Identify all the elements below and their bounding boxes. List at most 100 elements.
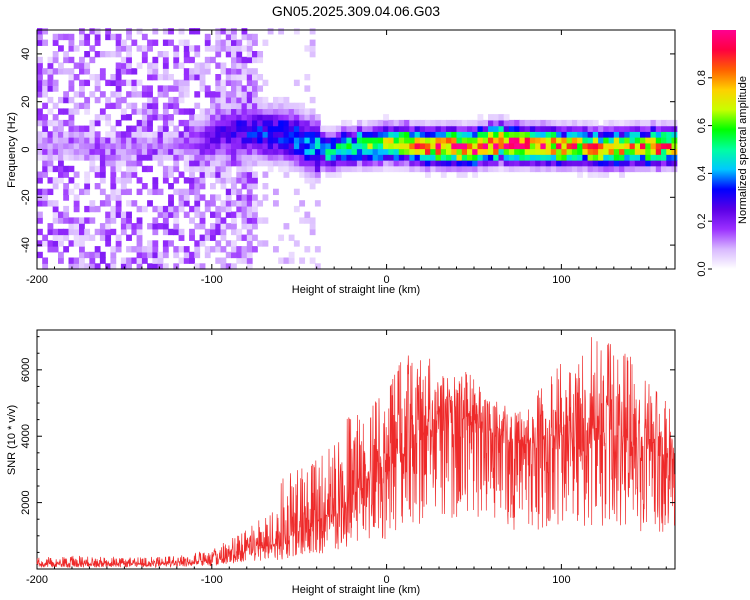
spectrogram-cell [624, 154, 631, 161]
spectrogram-cell [126, 137, 132, 144]
spectrogram-cell [367, 137, 374, 144]
spectrogram-cell [120, 257, 127, 264]
spectrogram-cell [231, 154, 237, 161]
spectrogram-cell [671, 125, 678, 132]
spectrogram-cell [236, 211, 243, 218]
spectrogram-cell [231, 114, 237, 121]
spectrogram-cell [414, 119, 421, 127]
spectrogram-cell [488, 119, 494, 127]
spectrogram-cell [577, 154, 583, 161]
spectrogram-cell [231, 28, 237, 35]
spectrogram-cell [640, 131, 646, 138]
spectrogram-cell [257, 74, 264, 81]
spectrogram-cell [136, 125, 143, 132]
spectrogram-cell [68, 177, 75, 184]
spectrogram-cell [126, 68, 132, 75]
spectrogram-cell [645, 148, 652, 155]
spectrogram-cell [414, 154, 421, 161]
spectrogram-cell [613, 142, 620, 150]
spectrogram-cell [199, 154, 206, 161]
spectrogram-cell [194, 211, 201, 218]
spectrogram-cell [105, 211, 112, 218]
spectrogram-cell [246, 177, 253, 184]
spectrogram-cell [288, 154, 295, 161]
spectrogram-cell [477, 131, 484, 138]
spectrogram-cell [278, 119, 285, 127]
spectrogram-cell [120, 56, 127, 64]
spectrogram-cell [236, 96, 243, 104]
spectrogram-cell [194, 148, 201, 155]
spectrogram-cell [215, 177, 222, 184]
spectrogram-cell [189, 74, 195, 81]
spectrogram-cell [110, 131, 117, 138]
spectrogram-cell [252, 217, 258, 224]
spectrogram-cell [73, 205, 80, 213]
spectrogram-cell [446, 160, 452, 167]
spectrogram-cell [231, 108, 237, 115]
spectrogram-cell [288, 119, 295, 127]
spectrogram-cell [241, 102, 248, 110]
spectrogram-cell [194, 165, 201, 173]
spectrogram-cell [147, 148, 153, 155]
spectrogram-cell [341, 160, 347, 167]
spectrogram-cell [126, 263, 132, 270]
spectrogram-cell [220, 228, 227, 236]
spectrogram-cell [624, 119, 631, 127]
spectrogram-cell [236, 56, 243, 64]
spectrogram-cell [199, 148, 206, 155]
spectrogram-cell [152, 240, 159, 247]
spectrogram-cell [42, 165, 49, 173]
spectrogram-cell [603, 119, 610, 127]
spectrogram-cell [603, 165, 610, 173]
spectrogram-cell [582, 142, 589, 150]
spectrogram-cell [126, 51, 132, 58]
spectrogram-cell [304, 177, 311, 184]
spectrogram-cell [508, 137, 515, 144]
spectrogram-cell [456, 165, 463, 173]
spectrogram-cell [194, 91, 201, 98]
spectrogram-cell [231, 177, 237, 184]
spectrogram-cell [120, 188, 127, 196]
spectrogram-cell [63, 211, 70, 218]
spectrogram-cell [115, 165, 122, 173]
spectrogram-cell [168, 154, 174, 161]
spectrogram-cell [629, 131, 636, 138]
spectrogram-cell [37, 137, 43, 144]
spectrogram-cell [215, 154, 222, 161]
spectrogram-cell [52, 85, 59, 92]
spectrogram-cell [488, 125, 494, 132]
spectrogram-cell [215, 228, 222, 236]
spectrogram-cell [524, 160, 531, 167]
spectrogram-cell [110, 160, 117, 167]
spectrogram-cell [262, 217, 269, 224]
spectrogram-cell [141, 251, 148, 259]
spectrogram-cell [152, 108, 159, 115]
spectrogram-cell [304, 108, 311, 115]
spectrogram-cell [556, 131, 562, 138]
spectrogram-cell [640, 119, 646, 127]
spectrogram-cell [168, 102, 174, 110]
spectrogram-cell [362, 165, 368, 173]
spectrogram-cell [99, 177, 106, 184]
spectrogram-cell [52, 119, 59, 127]
spectrogram-cell [89, 28, 96, 35]
spectrogram-cell [99, 142, 106, 150]
spectrogram-cell [120, 183, 127, 190]
spectrogram-cell [252, 246, 258, 253]
spectrogram-cell [204, 205, 211, 213]
spectrogram-cell [58, 137, 64, 144]
spectrogram-cell [278, 114, 285, 121]
spectrogram-cell [241, 68, 248, 75]
spectrogram-cell [246, 108, 253, 115]
spectrogram-cell [309, 96, 316, 104]
spectrogram-cell [47, 200, 54, 207]
spectrogram-cell [367, 131, 374, 138]
spectrogram-cell [645, 165, 652, 173]
spectrogram-cell [446, 142, 452, 150]
spectrogram-cell [210, 154, 216, 161]
spectrogram-cell [162, 228, 169, 236]
spectrogram-cell [47, 137, 54, 144]
spectrogram-cell [278, 148, 285, 155]
spectrogram-cell [535, 154, 542, 161]
spectrogram-cell [79, 79, 85, 87]
